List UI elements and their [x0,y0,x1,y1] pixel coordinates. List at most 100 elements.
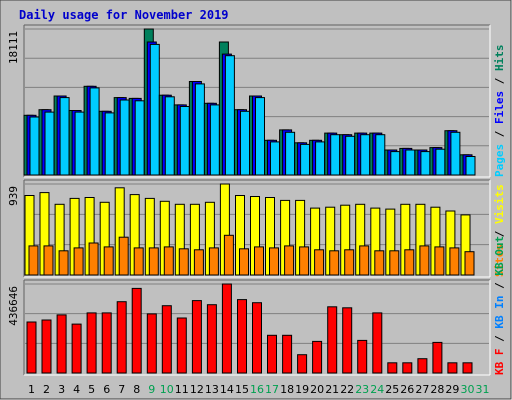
bar-pages-day-6 [104,112,115,176]
legend-entry: KB In [493,296,506,329]
bar-pages-day-23 [360,134,371,176]
bar-pages-day-22 [345,135,356,176]
bar-sites-day-19 [299,246,310,276]
bar-pages-day-4 [74,111,85,176]
panel-visits-sites: 939 Sites / Visits [7,179,506,278]
x-tick-label: 15 [235,383,249,396]
x-tick-label: 22 [340,383,354,396]
bar-kb-f-day-17 [267,334,277,374]
bar-sites-day-9 [148,247,159,276]
bar-pages-day-8 [134,100,145,176]
bar-pages-day-11 [179,106,190,176]
bar-kb-f-day-11 [176,317,187,374]
legend-entry: / [493,124,506,144]
x-tick-label: 25 [385,383,399,396]
x-tick-label: 4 [73,383,80,396]
bar-kb-f-day-15 [237,299,247,374]
legend-entry: Files [493,91,506,124]
x-axis-ticks: 1 2 3 4 5 6 7 8 9 10 11 12 13 14 15 16 17 18 19 20 21 22 23 24 2… [28,383,490,396]
panel-hits-files-pages-legend: Pages / Files / Hits [493,45,506,178]
x-tick-label: 26 [400,383,414,396]
bar-pages-day-24 [375,134,386,176]
x-tick-label: 20 [310,383,324,396]
bar-kb-f-day-26 [402,362,413,374]
x-tick-label: 23 [355,383,369,396]
chart-panels: 18111 Pages / Files / Hits 939 Sites / Visi… [7,24,506,376]
bar-kb-f-day-14 [221,283,232,374]
bar-kb-f-day-16 [252,302,262,374]
panel-hits-files-pages: 18111 Pages / Files / Hits [7,24,506,178]
panel-hits-files-pages-ymax-label: 18111 [7,31,20,64]
bar-pages-day-15 [240,110,250,176]
legend-entry: Pages [493,144,506,177]
bar-pages-day-14 [224,55,235,176]
bar-pages-day-30 [465,156,476,176]
bar-pages-day-19 [300,143,311,176]
bar-pages-day-9 [149,43,160,176]
panel-kbytes: 436646 KB F / KB In / KB Out [7,236,506,376]
x-tick-label: 1 [28,383,35,396]
x-tick-label: 31 [476,383,490,396]
bar-kb-f-day-8 [131,287,142,374]
bar-sites-day-6 [103,246,114,276]
bar-sites-day-20 [314,249,325,276]
bar-kb-f-day-6 [101,312,112,374]
x-tick-label: 12 [190,383,204,396]
x-tick-label: 14 [220,383,234,396]
x-tick-label: 6 [103,383,110,396]
bar-sites-day-13 [208,247,219,276]
bar-kb-f-day-9 [146,313,157,374]
panel-kbytes-bars [26,283,473,374]
bar-kb-f-day-30 [462,362,473,374]
bar-kb-f-day-1 [26,321,37,374]
bar-kb-f-day-29 [447,362,458,374]
x-tick-label: 9 [148,383,155,396]
chart-title: Daily usage for November 2019 [19,8,229,22]
bar-sites-day-23 [359,245,370,276]
x-tick-label: 2 [43,383,50,396]
legend-entry: Visits [493,184,506,224]
legend-entry: KB Out [493,236,506,276]
legend-entry: / [493,276,506,296]
bar-sites-day-30 [464,251,475,276]
x-tick-label: 30 [461,383,475,396]
bar-sites-day-26 [404,249,415,276]
bar-pages-day-13 [209,104,220,176]
bar-kb-f-day-7 [116,301,127,374]
bar-sites-day-15 [239,248,249,276]
bar-sites-day-24 [374,250,385,276]
bar-pages-day-10 [164,96,175,176]
panel-visits-sites-legend: Sites / Visits [493,184,506,277]
bar-pages-day-3 [59,97,70,176]
bar-sites-day-12 [193,249,204,276]
bar-kb-f-day-28 [432,341,443,374]
bar-sites-day-10 [163,246,174,276]
bar-sites-day-25 [389,250,400,276]
bar-pages-day-27 [420,151,431,176]
bar-sites-day-28 [434,246,445,276]
bar-pages-day-2 [44,111,55,176]
bar-sites-day-11 [178,248,189,276]
bar-kb-f-day-3 [56,314,67,374]
bar-kb-f-day-23 [357,339,368,374]
legend-entry: Sites [493,244,506,277]
bar-kb-f-day-12 [191,300,202,374]
x-tick-label: 17 [265,383,279,396]
x-tick-label: 18 [280,383,294,396]
legend-entry: / [493,71,506,91]
x-tick-label: 24 [370,383,384,396]
legend-entry: Hits [493,45,506,72]
x-tick-label: 7 [118,383,125,396]
bar-sites-day-16 [254,246,264,276]
x-tick-label: 10 [160,383,174,396]
bar-kb-f-day-13 [206,304,217,374]
bar-sites-day-7 [118,236,129,276]
bar-pages-day-7 [119,99,130,176]
x-tick-label: 11 [175,383,189,396]
bar-kb-f-day-10 [161,305,172,374]
legend-entry: / [493,224,506,244]
x-tick-label: 27 [415,383,429,396]
bar-kb-f-day-5 [86,312,97,374]
